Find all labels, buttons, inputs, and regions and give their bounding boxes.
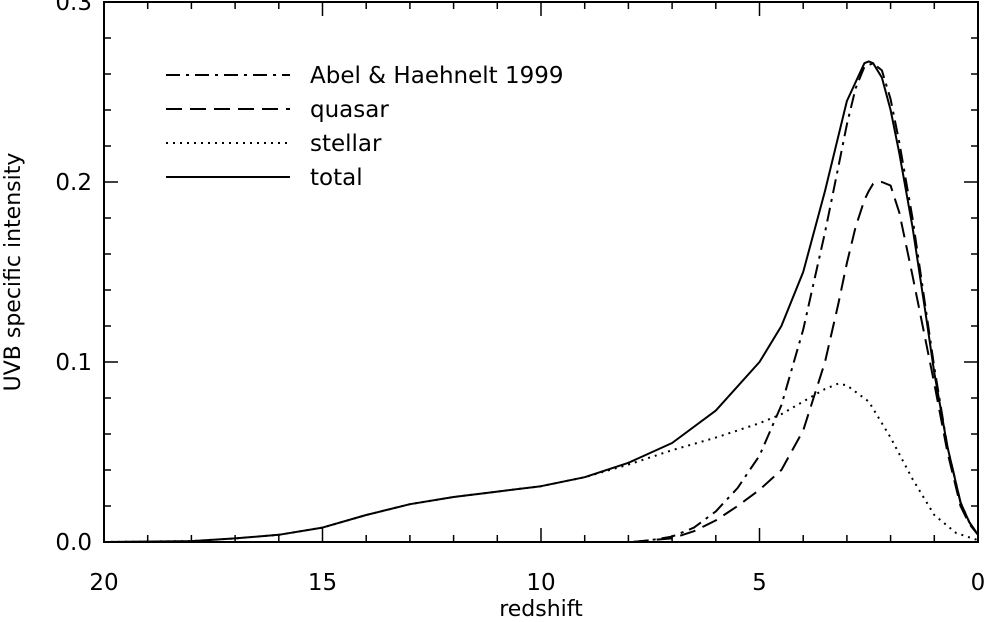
legend-label: stellar: [310, 131, 382, 157]
axis-ticks: [103, 1, 979, 543]
x-tick-label: 0: [971, 570, 985, 596]
y-tick-label: 0.3: [55, 0, 92, 16]
y-tick-labels: 0.0 0.1 0.2 0.3: [55, 0, 92, 556]
legend: Abel & Haehnelt 1999 quasar stellar total: [166, 63, 564, 191]
y-axis-title: UVB specific intensity: [1, 153, 26, 392]
legend-label: quasar: [310, 97, 389, 123]
x-tick-label: 15: [308, 570, 337, 596]
x-tick-label: 20: [89, 570, 118, 596]
series-line-quasar: [632, 181, 979, 543]
x-axis-title: redshift: [499, 597, 583, 622]
series-line-abel-haehnelt-1999: [632, 62, 979, 543]
legend-label: Abel & Haehnelt 1999: [310, 63, 564, 89]
legend-label: total: [310, 165, 363, 191]
series-layer: [103, 60, 979, 543]
y-tick-label: 0.1: [55, 350, 92, 376]
x-tick-label: 5: [752, 570, 767, 596]
y-tick-label: 0.2: [55, 170, 92, 196]
x-tick-labels: 20 15 10 5 0: [89, 570, 985, 596]
series-line-total: [103, 60, 979, 543]
x-tick-label: 10: [526, 570, 555, 596]
series-line-stellar: [103, 382, 979, 543]
y-tick-label: 0.0: [55, 530, 92, 556]
